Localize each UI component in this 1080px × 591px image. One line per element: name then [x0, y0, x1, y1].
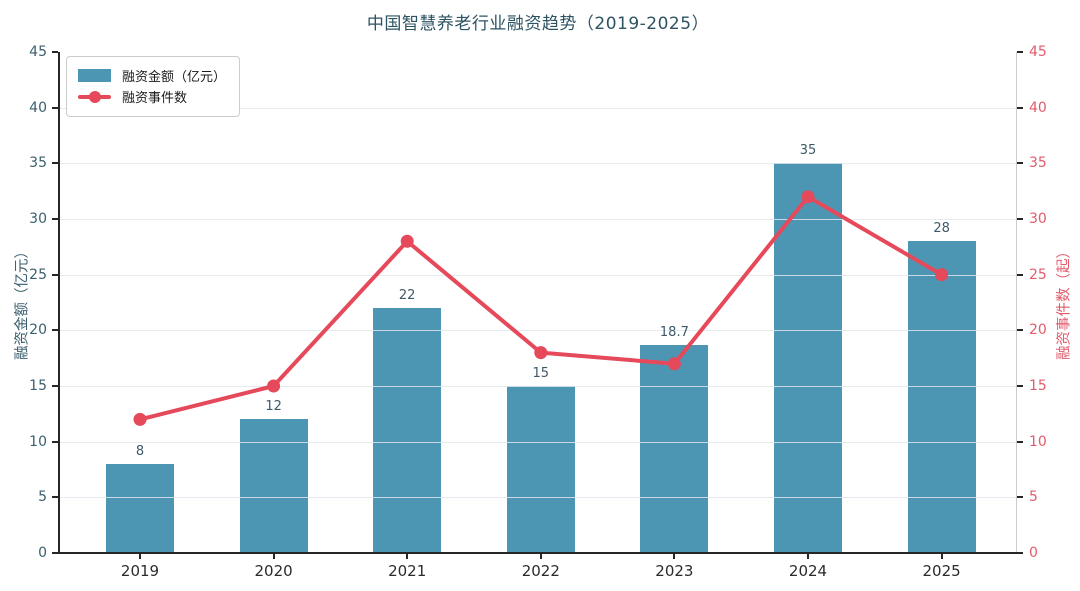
legend-item-event-count: 融资事件数: [78, 86, 226, 107]
right-axis-tick: [1017, 552, 1023, 554]
left-axis-tick: [52, 552, 58, 554]
left-axis-tick-label: 30: [29, 211, 47, 227]
bar-value-label: 22: [398, 288, 416, 304]
gridline: [59, 441, 1017, 443]
right-axis-tick: [1017, 162, 1023, 165]
x-axis-tick: [807, 553, 809, 559]
left-axis-tick-label: 40: [29, 99, 47, 116]
plot-area: 0 0 5 5 10 10 15 15 20 20 25 25 30 30 35 35 40 40 45 45 2019…: [29, 44, 1047, 580]
right-axis-tick: [1017, 440, 1023, 443]
x-axis-tick: [539, 553, 542, 559]
x-axis-tick-label: 2022: [521, 562, 560, 580]
x-axis-tick-label: 2020: [254, 562, 293, 580]
x-axis-spine: [58, 552, 1017, 554]
gridline: [59, 107, 1017, 109]
bar-2022: [506, 386, 575, 553]
bar-2019: [106, 463, 174, 553]
bar-value-label: 18.7: [659, 324, 689, 340]
right-axis-tick-label: 0: [1029, 545, 1038, 561]
right-axis-tick-label: 30: [1029, 211, 1047, 227]
legend-label-event-count: 融资事件数: [122, 91, 188, 106]
left-axis-tick-label: 45: [29, 44, 47, 60]
line-marker-2021: [400, 234, 414, 248]
bar-2025: [907, 241, 976, 553]
left-axis-tick-label: 0: [38, 545, 47, 561]
line-marker-2022: [534, 346, 548, 360]
right-axis-tick: [1017, 106, 1023, 109]
gridline: [59, 386, 1017, 387]
left-axis-tick-label: 35: [29, 155, 47, 172]
left-axis-spine: [58, 52, 60, 553]
x-axis-tick-label: 2025: [922, 562, 961, 580]
bar-2023: [640, 344, 709, 553]
right-axis-tick: [1017, 218, 1023, 220]
left-axis-tick: [52, 218, 58, 220]
right-axis-spine: [1016, 52, 1017, 553]
right-axis-tick-label: 25: [1029, 266, 1047, 283]
gridline: [59, 219, 1017, 220]
left-axis-tick-label: 5: [38, 489, 47, 506]
x-axis-tick-label: 2024: [788, 562, 828, 580]
left-axis-tick: [52, 385, 58, 387]
bar-2024: [774, 163, 842, 553]
right-axis-tick-label: 35: [1029, 155, 1047, 172]
left-axis-tick: [52, 162, 58, 165]
left-axis-tick: [52, 440, 58, 443]
line-swatch-icon: [78, 90, 111, 103]
right-axis-tick: [1017, 385, 1023, 387]
gridline: [59, 330, 1017, 332]
x-axis-tick-label: 2021: [388, 562, 427, 580]
right-axis-tick-label: 40: [1029, 99, 1047, 116]
gridline: [59, 497, 1017, 499]
left-axis-title: 融资金额（亿元）: [14, 244, 31, 360]
left-axis-tick: [52, 51, 58, 53]
bar-2020: [239, 419, 308, 553]
left-axis-tick-label: 25: [29, 266, 47, 283]
right-axis-tick-label: 45: [1029, 44, 1047, 60]
bar-value-label: 35: [799, 143, 817, 159]
bar-value-label: 12: [265, 399, 282, 415]
gridline: [59, 274, 1017, 276]
right-axis-tick: [1017, 51, 1023, 53]
right-axis-tick-label: 20: [1029, 322, 1047, 339]
left-axis-tick: [52, 273, 58, 276]
bar-swatch-icon: [78, 69, 111, 82]
left-axis-tick-label: 15: [29, 378, 47, 394]
left-axis-title-wrap: 融资金额（亿元）: [11, 0, 31, 591]
right-axis-tick-label: 10: [1029, 433, 1047, 450]
bar-value-label: 8: [135, 443, 145, 459]
line-marker-2019: [133, 412, 147, 426]
left-axis-tick: [52, 329, 58, 332]
right-axis-tick: [1017, 273, 1023, 276]
right-axis-title-wrap: 融资事件数（起）: [1053, 0, 1073, 591]
x-axis-tick: [406, 553, 409, 559]
legend: 融资金额（亿元） 融资事件数: [66, 56, 241, 117]
x-axis-tick: [139, 553, 141, 559]
x-axis-tick-label: 2019: [120, 562, 160, 580]
left-axis-tick: [52, 496, 58, 499]
x-axis-tick: [940, 553, 943, 559]
gridline: [59, 163, 1017, 165]
right-axis-title: 融资事件数（起）: [1056, 244, 1073, 360]
bar-2021: [373, 308, 442, 553]
right-axis-tick-label: 15: [1029, 378, 1047, 394]
legend-item-funding-amount: 融资金额（亿元）: [78, 65, 226, 86]
legend-label-funding-amount: 融资金额（亿元）: [122, 70, 227, 85]
right-axis-tick-label: 5: [1029, 489, 1038, 506]
right-axis-tick: [1017, 496, 1023, 499]
left-axis-tick-label: 20: [29, 322, 47, 339]
right-axis-tick: [1017, 329, 1023, 332]
left-axis-tick-label: 10: [29, 433, 47, 450]
bar-value-label: 15: [532, 366, 550, 381]
x-axis-tick: [673, 553, 676, 559]
x-axis-tick: [272, 553, 275, 559]
x-axis-tick-label: 2023: [655, 562, 694, 580]
left-axis-tick: [52, 106, 58, 109]
bar-value-label: 28: [933, 221, 950, 237]
chart-title: 中国智慧养老行业融资趋势（2019-2025）: [366, 14, 710, 34]
